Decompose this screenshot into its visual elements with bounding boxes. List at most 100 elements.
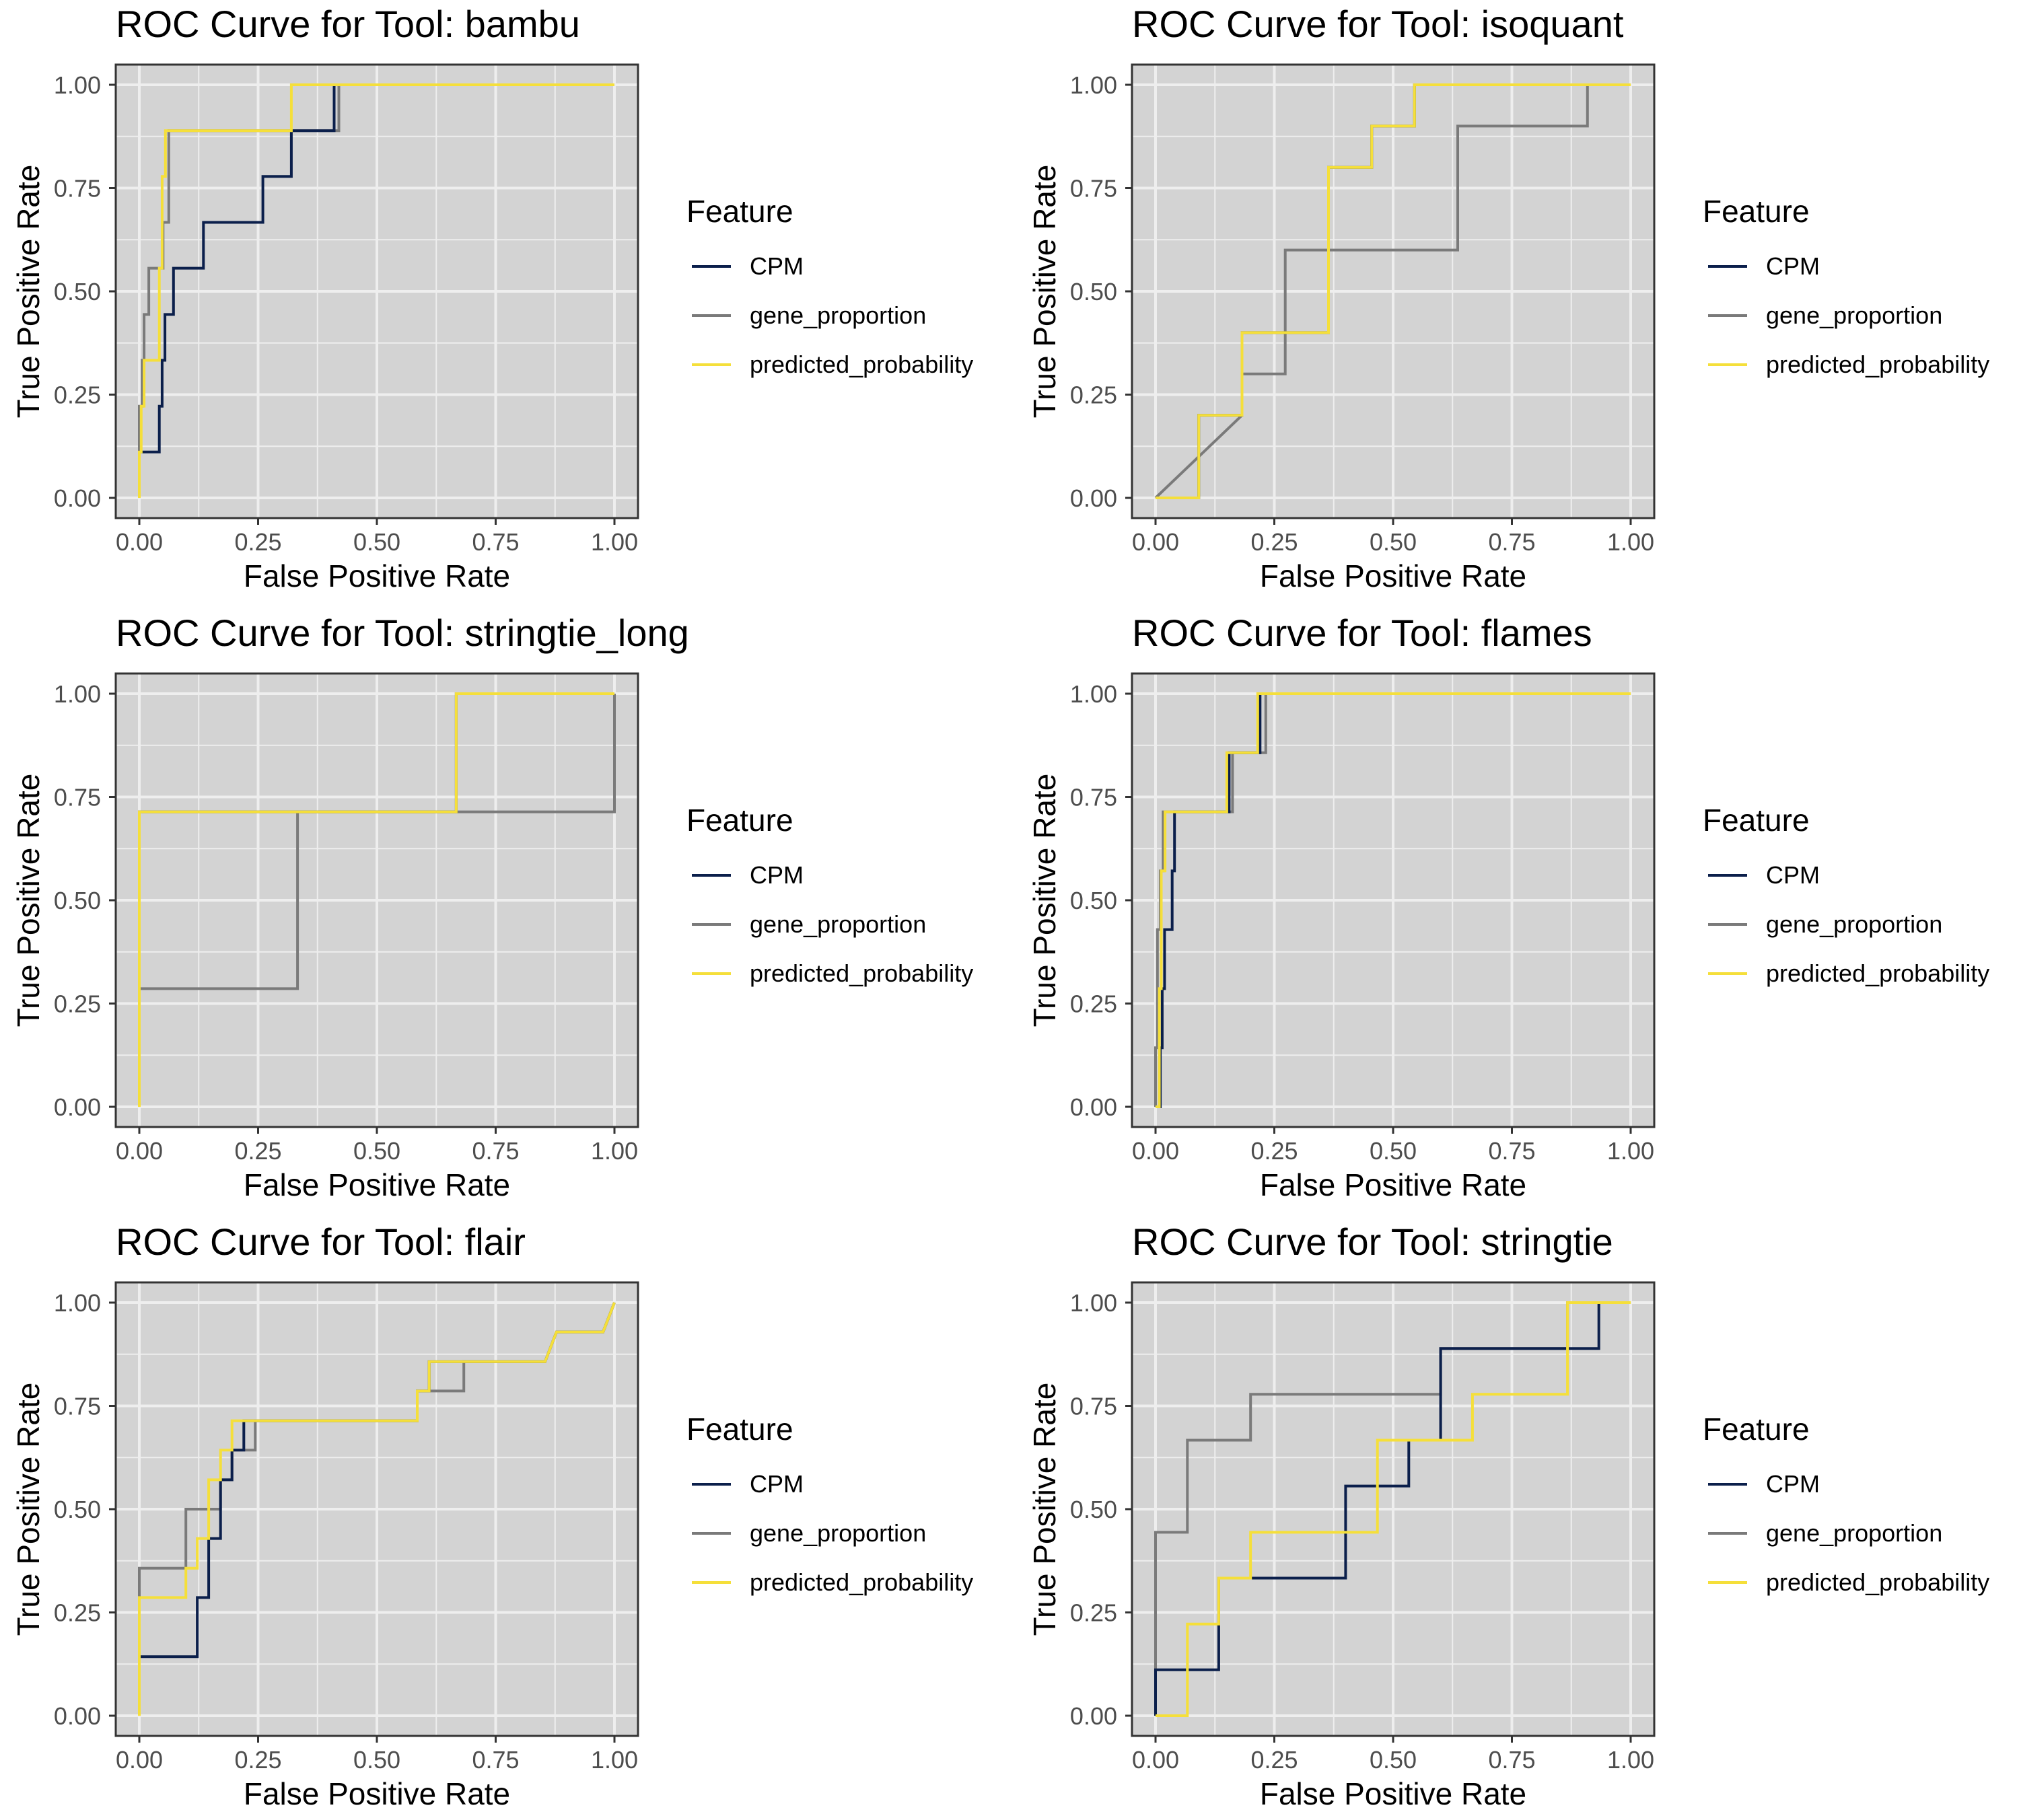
x-tick-label: 0.25 bbox=[1250, 1137, 1298, 1165]
y-axis-label: True Positive Rate bbox=[1027, 1383, 1062, 1636]
x-axis-label: False Positive Rate bbox=[1260, 1776, 1526, 1811]
x-axis-label: False Positive Rate bbox=[244, 1776, 510, 1811]
x-tick-label: 0.25 bbox=[1250, 528, 1298, 556]
legend-label: gene_proportion bbox=[1766, 910, 1942, 938]
roc-chart-5: ROC Curve for Tool: flair 0.00 0.25 0.50 0.7… bbox=[11, 1221, 973, 1811]
y-tick-label: 1.00 bbox=[54, 71, 101, 99]
legend: Feature CPM gene_proportion predicted_proba… bbox=[1703, 1412, 1989, 1596]
roc-chart-1: ROC Curve for Tool: bambu 0.00 0.25 0.50 0.7… bbox=[11, 3, 973, 593]
x-tick-label: 0.25 bbox=[1250, 1746, 1298, 1774]
legend-label: gene_proportion bbox=[1766, 301, 1942, 329]
y-tick-label: 0.75 bbox=[54, 784, 101, 811]
roc-chart-2: ROC Curve for Tool: isoquant 0.00 0.25 0.50… bbox=[1027, 3, 1989, 593]
legend: Feature CPM gene_proportion predicted_proba… bbox=[686, 194, 973, 378]
chart-title: ROC Curve for Tool: stringtie bbox=[1132, 1221, 1613, 1263]
legend-label: CPM bbox=[750, 252, 804, 280]
y-tick-label: 0.00 bbox=[54, 1093, 101, 1121]
series-line-predicted-probability bbox=[138, 83, 614, 498]
y-tick-label: 0.00 bbox=[1070, 484, 1117, 512]
series-line-CPM bbox=[1154, 1301, 1631, 1716]
legend-label: predicted_probability bbox=[1766, 959, 1989, 987]
chart-title: ROC Curve for Tool: isoquant bbox=[1132, 3, 1624, 45]
y-tick-label: 0.75 bbox=[1070, 1393, 1117, 1420]
legend-label: gene_proportion bbox=[1766, 1519, 1942, 1547]
y-tick-label: 0.00 bbox=[54, 484, 101, 512]
y-tick-label: 1.00 bbox=[1070, 1289, 1117, 1317]
legend-label: gene_proportion bbox=[750, 1519, 926, 1547]
x-axis-label: False Positive Rate bbox=[1260, 558, 1526, 593]
y-tick-label: 0.25 bbox=[1070, 990, 1117, 1018]
legend-title: Feature bbox=[1703, 1412, 1810, 1447]
legend-label: predicted_probability bbox=[750, 959, 973, 987]
x-tick-label: 1.00 bbox=[1607, 1137, 1654, 1165]
y-tick-label: 0.25 bbox=[54, 990, 101, 1018]
x-tick-label: 0.25 bbox=[234, 528, 281, 556]
y-tick-label: 1.00 bbox=[54, 680, 101, 708]
legend-label: gene_proportion bbox=[750, 910, 926, 938]
y-axis-label: True Positive Rate bbox=[1027, 774, 1062, 1027]
y-tick-label: 0.25 bbox=[1070, 1599, 1117, 1627]
y-tick-label: 0.25 bbox=[54, 1599, 101, 1627]
x-tick-label: 1.00 bbox=[591, 1137, 638, 1165]
y-tick-label: 0.25 bbox=[1070, 381, 1117, 409]
legend-title: Feature bbox=[686, 803, 793, 838]
chart-title: ROC Curve for Tool: stringtie_long bbox=[116, 612, 689, 654]
x-tick-label: 1.00 bbox=[591, 528, 638, 556]
x-tick-label: 0.75 bbox=[472, 528, 519, 556]
x-axis-label: False Positive Rate bbox=[244, 558, 510, 593]
y-tick-label: 0.75 bbox=[1070, 784, 1117, 811]
legend: Feature CPM gene_proportion predicted_proba… bbox=[1703, 194, 1989, 378]
x-tick-label: 1.00 bbox=[1607, 1746, 1654, 1774]
y-tick-label: 0.50 bbox=[54, 1496, 101, 1523]
series-line-gene-proportion bbox=[138, 83, 614, 498]
x-tick-label: 0.25 bbox=[234, 1746, 281, 1774]
y-axis-label: True Positive Rate bbox=[11, 774, 46, 1027]
y-axis-label: True Positive Rate bbox=[11, 1383, 46, 1636]
y-tick-label: 0.25 bbox=[54, 381, 101, 409]
legend-label: predicted_probability bbox=[1766, 351, 1989, 378]
y-axis-label: True Positive Rate bbox=[11, 165, 46, 418]
series-line-predicted-probability bbox=[138, 1302, 616, 1716]
x-tick-label: 0.75 bbox=[472, 1137, 519, 1165]
y-tick-label: 0.50 bbox=[1070, 1496, 1117, 1523]
legend-label: gene_proportion bbox=[750, 301, 926, 329]
x-tick-label: 1.00 bbox=[1607, 528, 1654, 556]
series-line-predicted-probability bbox=[1156, 1301, 1631, 1717]
x-axis-label: False Positive Rate bbox=[1260, 1167, 1526, 1202]
roc-chart-6: ROC Curve for Tool: stringtie 0.00 0.25 0.5… bbox=[1027, 1221, 1989, 1811]
legend: Feature CPM gene_proportion predicted_proba… bbox=[686, 1412, 973, 1596]
y-tick-label: 0.75 bbox=[54, 175, 101, 203]
x-tick-label: 0.75 bbox=[1488, 528, 1535, 556]
x-tick-label: 0.00 bbox=[116, 1137, 163, 1165]
y-tick-label: 0.75 bbox=[54, 1393, 101, 1420]
y-tick-label: 0.00 bbox=[1070, 1093, 1117, 1121]
legend-label: CPM bbox=[750, 861, 804, 889]
chart-title: ROC Curve for Tool: flair bbox=[116, 1221, 526, 1263]
x-tick-label: 0.00 bbox=[116, 1746, 163, 1774]
x-tick-label: 0.50 bbox=[1370, 528, 1417, 556]
y-tick-label: 0.50 bbox=[54, 278, 101, 305]
x-tick-label: 0.00 bbox=[1132, 1137, 1179, 1165]
x-tick-label: 0.75 bbox=[1488, 1746, 1535, 1774]
x-tick-label: 0.25 bbox=[234, 1137, 281, 1165]
y-tick-label: 1.00 bbox=[54, 1289, 101, 1317]
legend-label: CPM bbox=[1766, 1470, 1820, 1498]
y-tick-label: 0.50 bbox=[1070, 887, 1117, 914]
x-tick-label: 0.00 bbox=[1132, 528, 1179, 556]
x-tick-label: 0.75 bbox=[1488, 1137, 1535, 1165]
y-tick-label: 1.00 bbox=[1070, 71, 1117, 99]
y-tick-label: 1.00 bbox=[1070, 680, 1117, 708]
series-line-predicted-probability bbox=[1156, 83, 1631, 499]
y-tick-label: 0.50 bbox=[54, 887, 101, 914]
x-tick-label: 0.00 bbox=[1132, 1746, 1179, 1774]
y-tick-label: 0.75 bbox=[1070, 175, 1117, 203]
legend-title: Feature bbox=[686, 1412, 793, 1447]
y-axis-label: True Positive Rate bbox=[1027, 165, 1062, 418]
x-tick-label: 1.00 bbox=[591, 1746, 638, 1774]
legend-title: Feature bbox=[1703, 803, 1810, 838]
legend-title: Feature bbox=[1703, 194, 1810, 229]
x-axis-label: False Positive Rate bbox=[244, 1167, 510, 1202]
series-line-predicted-probability bbox=[1156, 692, 1631, 1108]
